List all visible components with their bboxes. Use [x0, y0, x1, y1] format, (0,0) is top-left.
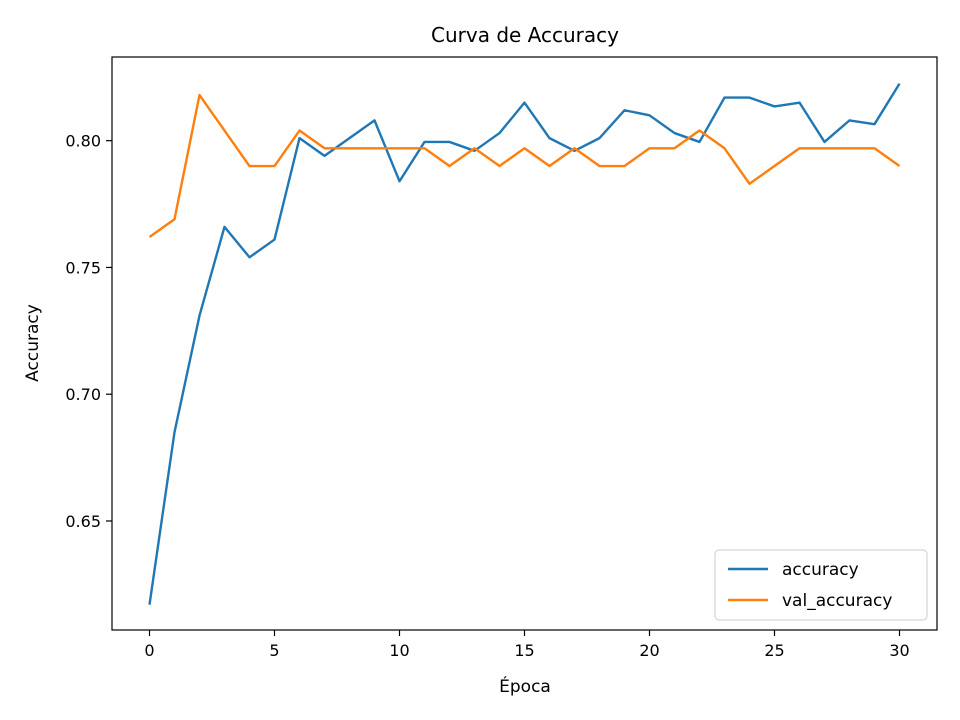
- x-tick-label: 5: [269, 641, 279, 660]
- x-axis-label: Época: [499, 675, 551, 697]
- legend-label-val-accuracy: val_accuracy: [782, 591, 892, 611]
- y-tick-label: 0.80: [65, 132, 101, 151]
- legend-box: [714, 549, 928, 621]
- legend: accuracy val_accuracy: [714, 549, 928, 621]
- y-tick-label: 0.70: [65, 385, 101, 404]
- y-tick-label: 0.65: [65, 512, 101, 531]
- y-axis-label: Accuracy: [23, 304, 43, 382]
- x-tick-label: 10: [389, 641, 409, 660]
- series-line-val-accuracy: [148, 93, 901, 238]
- series-line-accuracy: [148, 82, 901, 605]
- x-tick-label: 25: [764, 641, 784, 660]
- y-tick-label: 0.75: [65, 258, 101, 277]
- chart-title: Curva de Accuracy: [431, 23, 619, 47]
- series-layer: [148, 82, 901, 605]
- y-axis-ticks: 0.65 0.70 0.75 0.80: [65, 132, 112, 531]
- legend-label-accuracy: accuracy: [782, 560, 859, 580]
- x-tick-label: 20: [639, 641, 659, 660]
- x-tick-label: 0: [144, 641, 154, 660]
- x-tick-label: 30: [889, 641, 909, 660]
- x-axis-ticks: 0 5 10 15 20 25 30: [144, 630, 910, 660]
- x-tick-label: 15: [514, 641, 534, 660]
